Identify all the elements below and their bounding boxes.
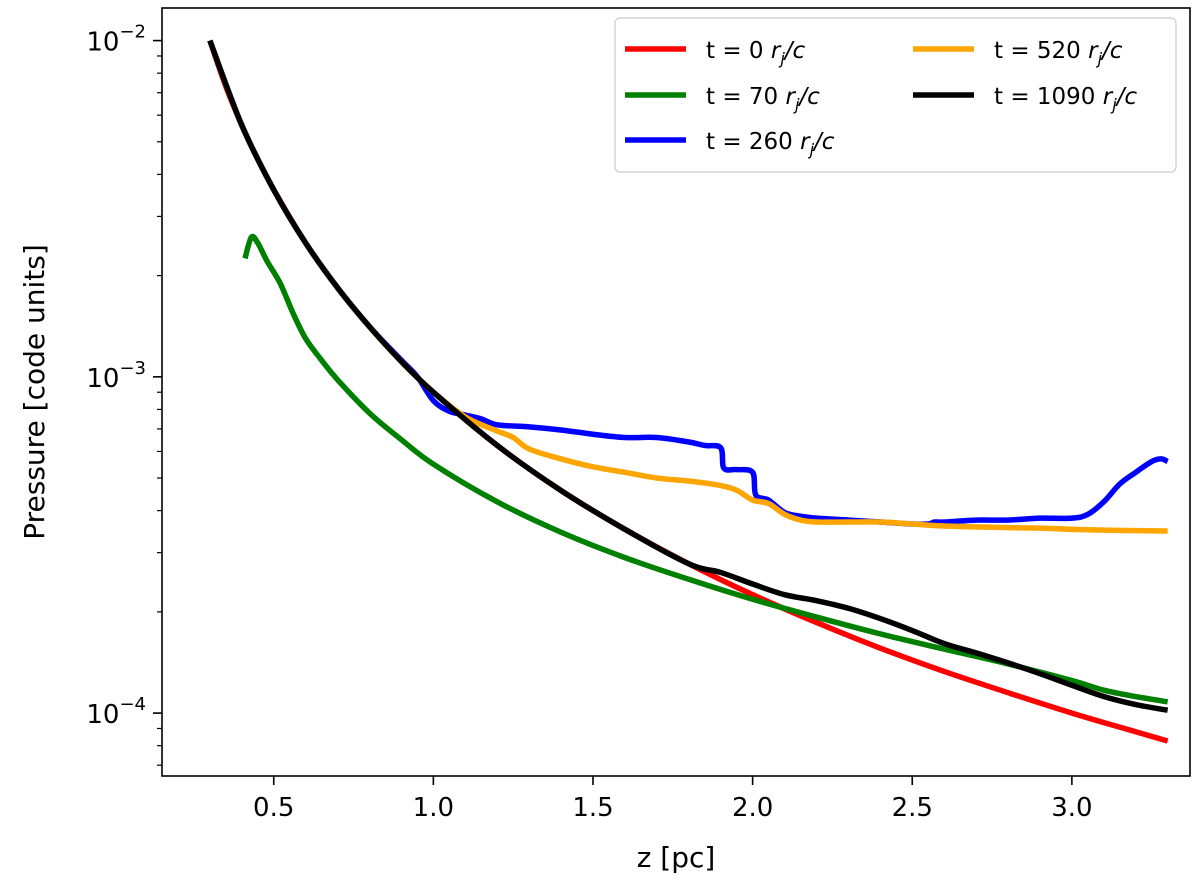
series-layer <box>207 39 1169 744</box>
x-tick-label-1: 1.0 <box>413 793 454 823</box>
x-tick-label-4: 2.5 <box>892 793 933 823</box>
legend-label-3: t = 520 rj/c <box>994 38 1123 68</box>
legend: t = 0 rj/c t = 70 rj/c t = 260 rj/c t = 520… <box>614 17 1177 173</box>
x-tick-label-3: 2.0 <box>732 793 773 823</box>
y-tick-label-0: 10−2 <box>86 22 146 58</box>
x-tick-label-2: 1.5 <box>572 793 613 823</box>
legend-label-0: t = 0 rj/c <box>706 38 806 68</box>
x-axis-label: z [pc] <box>637 841 716 874</box>
ticks-layer: 0.5 1.0 1.5 2.0 2.5 3.0 10−2 10−3 10−4 <box>86 22 1092 823</box>
y-axis-label: Pressure [code units] <box>18 244 51 540</box>
y-tick-label-1: 10−3 <box>86 358 146 394</box>
y-tick-label-2: 10−4 <box>86 694 146 730</box>
legend-box <box>614 17 1177 173</box>
legend-label-4: t = 1090 rj/c <box>994 84 1137 114</box>
legend-label-2: t = 260 rj/c <box>706 129 835 159</box>
x-tick-label-0: 0.5 <box>253 793 294 823</box>
series-line-4 <box>207 39 1169 713</box>
x-tick-label-5: 3.0 <box>1051 793 1092 823</box>
legend-label-1: t = 70 rj/c <box>706 84 820 114</box>
